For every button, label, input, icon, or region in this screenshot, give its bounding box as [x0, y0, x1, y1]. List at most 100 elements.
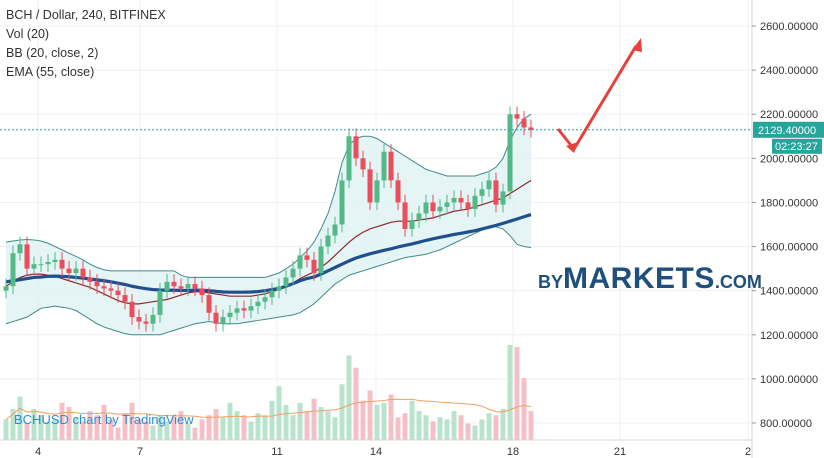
annotation-arrows: [556, 38, 642, 153]
candle-body: [521, 118, 527, 128]
candle-body: [339, 180, 345, 225]
last-price-label: 2129.40000: [758, 125, 816, 137]
candle-body: [164, 281, 170, 291]
volume-bar: [493, 415, 499, 440]
tradingview-watermark[interactable]: BCHUSD chart by TradingView: [14, 412, 194, 427]
volume-indicator-label[interactable]: Vol (20): [6, 27, 50, 41]
candle-body: [10, 253, 16, 287]
candle-body: [444, 202, 450, 207]
candle-body: [437, 206, 443, 212]
candle-body: [297, 255, 303, 269]
candle-body: [17, 244, 23, 254]
volume-ma-line: [5, 398, 532, 420]
volume-bar: [437, 417, 443, 440]
volume-bar: [122, 413, 128, 440]
candle-body: [122, 295, 128, 302]
candle-body: [304, 255, 310, 260]
candle-body: [276, 286, 282, 291]
bb-middle-line: [5, 179, 532, 305]
volume-bar: [227, 402, 233, 440]
time-tick-label: 2: [745, 446, 751, 458]
candle-body: [353, 136, 359, 159]
time-axis[interactable]: 4 7 11 14 18 21 2: [0, 439, 752, 458]
volume-bar: [248, 421, 254, 440]
ema-line: [5, 213, 532, 294]
candle-body: [73, 268, 79, 274]
candle-body: [241, 308, 247, 311]
volume-bar: [192, 427, 198, 440]
candle-body: [367, 169, 373, 203]
bollinger-indicator-label[interactable]: BB (20, close, 2): [6, 46, 99, 60]
candle-body: [500, 191, 506, 205]
candle-body: [472, 195, 478, 210]
price-tick-label: 1000.00000: [760, 374, 818, 386]
candle-body: [101, 286, 107, 289]
price-tick-label: 800.00000: [760, 418, 812, 430]
volume-bar: [339, 384, 345, 440]
brand-name: MARKETS: [563, 262, 715, 295]
candle-body: [136, 317, 142, 322]
volume-bar: [346, 355, 352, 440]
candle-body: [234, 308, 240, 313]
volume-bar: [171, 417, 177, 440]
candle-body: [255, 301, 261, 307]
candle-body: [94, 281, 100, 287]
volume-bar: [17, 396, 23, 440]
chart-legend: BCH / Dollar, 240, BITFINEX Vol (20) BB …: [6, 6, 166, 82]
bb-upper-line: [5, 113, 532, 278]
time-tick-label: 11: [271, 446, 282, 458]
time-tick-label: 4: [35, 446, 41, 458]
volume-bar: [332, 417, 338, 440]
candle-body: [115, 290, 121, 296]
volume-bar: [458, 415, 464, 440]
price-tick-label: 2200.00000: [760, 109, 818, 121]
volume-bars: [3, 345, 534, 440]
candle-body: [150, 314, 156, 324]
volume-bar: [318, 406, 324, 440]
candle-body: [325, 235, 331, 247]
volume-bar: [136, 419, 142, 440]
volume-bar: [129, 402, 135, 440]
countdown-label: 02:23:27: [775, 141, 818, 153]
time-tick-label: 18: [507, 446, 519, 458]
volume-bar: [234, 411, 240, 440]
price-tick-label: 2600.00000: [760, 21, 818, 33]
candle-body: [143, 321, 149, 324]
volume-bar: [430, 421, 436, 440]
volume-bar: [465, 423, 471, 440]
candle-body: [3, 286, 9, 291]
price-axis[interactable]: 800.00000 1000.00000 1200.00000 1400.00000 1…: [751, 0, 824, 458]
time-tick-label: 7: [137, 446, 143, 458]
ema-indicator-label[interactable]: EMA (55, close): [6, 65, 95, 79]
volume-bar: [178, 411, 184, 440]
time-tick-label: 14: [370, 446, 382, 458]
volume-bar: [269, 400, 275, 440]
candle-body: [381, 151, 387, 181]
volume-bar: [416, 411, 422, 440]
candle-body: [332, 224, 338, 236]
countdown-badge: [772, 138, 822, 154]
volume-bar: [213, 409, 219, 440]
volume-bar: [52, 419, 58, 440]
candlesticks: [3, 106, 534, 332]
volume-bar: [143, 421, 149, 440]
candle-body: [402, 202, 408, 229]
candle-body: [374, 180, 380, 203]
candle-body: [66, 268, 72, 274]
volume-bar: [451, 411, 457, 440]
symbol-title[interactable]: BCH / Dollar, 240, BITFINEX: [6, 8, 166, 22]
volume-bar: [486, 413, 492, 440]
bb-fill: [6, 114, 531, 335]
candle-body: [80, 268, 86, 278]
up-arrow-shaft: [572, 45, 638, 150]
volume-bar: [87, 411, 93, 440]
price-tick-label: 2400.00000: [760, 65, 818, 77]
volume-bar: [80, 421, 86, 440]
up-arrow-head: [632, 38, 642, 52]
volume-bar: [381, 402, 387, 440]
volume-bar: [38, 415, 44, 440]
bb-lower-line: [5, 226, 532, 336]
volume-bar: [521, 378, 527, 440]
